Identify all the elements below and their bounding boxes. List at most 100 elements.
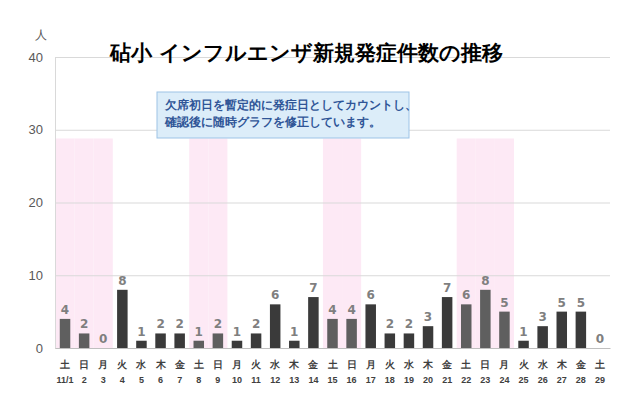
x-tick-label: 15 bbox=[327, 375, 337, 385]
bar bbox=[423, 326, 434, 348]
annotation-line: 確認後に随時グラフを修正しています。 bbox=[164, 115, 381, 129]
holiday-bands bbox=[55, 138, 514, 348]
data-label: 4 bbox=[347, 303, 355, 317]
bar bbox=[155, 333, 166, 348]
x-tick: 11/1 bbox=[57, 348, 74, 385]
x-tick: 15 bbox=[327, 348, 337, 385]
bar bbox=[537, 326, 548, 348]
bar bbox=[174, 333, 185, 348]
x-tick-label: 2 bbox=[82, 375, 87, 385]
data-label: 4 bbox=[61, 303, 69, 317]
y-tick: 20 bbox=[29, 195, 610, 210]
data-label: 1 bbox=[195, 325, 203, 339]
x-tick-label: 11 bbox=[251, 375, 261, 385]
weekday-label: 木 bbox=[155, 359, 167, 370]
holiday-band bbox=[495, 138, 514, 348]
weekday-label: 土 bbox=[594, 359, 605, 370]
weekday-label: 木 bbox=[422, 359, 434, 370]
x-tick-label: 16 bbox=[347, 375, 357, 385]
x-tick-label: 4 bbox=[120, 375, 125, 385]
grid-line bbox=[55, 348, 610, 349]
bar bbox=[308, 297, 319, 348]
weekday-label: 日 bbox=[213, 359, 223, 370]
x-tick: 13 bbox=[289, 348, 299, 385]
bar bbox=[480, 290, 491, 348]
x-tick-label: 3 bbox=[101, 375, 106, 385]
bar bbox=[404, 333, 415, 348]
data-label: 6 bbox=[462, 288, 470, 302]
weekday-label: 日 bbox=[79, 359, 89, 370]
x-tick: 17 bbox=[366, 348, 376, 385]
bar bbox=[595, 348, 606, 349]
holiday-band bbox=[189, 138, 208, 348]
weekday-label: 月 bbox=[365, 359, 376, 370]
y-tick-label: 40 bbox=[29, 50, 43, 65]
annotation-line: 欠席初日を暫定的に発症日としてカウントし、 bbox=[164, 98, 417, 112]
data-label: 2 bbox=[252, 317, 260, 331]
holiday-band bbox=[476, 138, 495, 348]
x-tick: 20 bbox=[423, 348, 433, 385]
x-tick-label: 14 bbox=[308, 375, 318, 385]
data-label: 1 bbox=[233, 325, 241, 339]
data-label: 8 bbox=[118, 274, 126, 288]
bar bbox=[385, 333, 396, 348]
x-tick-label: 19 bbox=[404, 375, 414, 385]
grid-line bbox=[55, 203, 610, 204]
bar bbox=[136, 341, 147, 348]
data-label: 3 bbox=[538, 310, 546, 324]
x-tick-label: 11/1 bbox=[57, 375, 74, 385]
bar bbox=[117, 290, 128, 348]
holiday-band bbox=[323, 138, 342, 348]
weekday-label: 土 bbox=[59, 359, 70, 370]
bar bbox=[327, 319, 338, 348]
x-tick: 23 bbox=[480, 348, 490, 385]
y-tick-label: 30 bbox=[29, 122, 43, 137]
bar bbox=[79, 333, 90, 348]
data-label: 1 bbox=[519, 325, 527, 339]
weekday-label: 金 bbox=[307, 359, 319, 370]
bar bbox=[442, 297, 453, 348]
x-tick-label: 18 bbox=[385, 375, 395, 385]
x-tick: 12 bbox=[270, 348, 280, 385]
bar bbox=[270, 304, 281, 348]
weekday-label: 火 bbox=[117, 359, 128, 370]
x-tick: 24 bbox=[499, 348, 509, 385]
grid-line bbox=[55, 275, 610, 276]
bar bbox=[499, 312, 510, 348]
background bbox=[0, 0, 640, 399]
y-tick-label: 20 bbox=[29, 195, 43, 210]
holiday-band bbox=[457, 138, 476, 348]
x-tick-label: 26 bbox=[538, 375, 548, 385]
data-label: 7 bbox=[443, 281, 451, 295]
annotation-text: 欠席初日を暫定的に発症日としてカウントし、確認後に随時グラフを修正しています。 bbox=[164, 98, 417, 129]
data-label: 7 bbox=[309, 281, 317, 295]
weekday-label: 金 bbox=[174, 359, 186, 370]
weekday-label: 水 bbox=[403, 359, 415, 370]
bar bbox=[251, 333, 262, 348]
x-tick: 28 bbox=[576, 348, 586, 385]
x-tick-label: 13 bbox=[289, 375, 299, 385]
weekday-label: 月 bbox=[498, 359, 509, 370]
data-label: 5 bbox=[558, 296, 566, 310]
bar bbox=[365, 304, 376, 348]
weekday-labels: 土日月火水木金土日月火水木金土日月火水木金土日月火水木金土 bbox=[59, 359, 605, 370]
annotation: 欠席初日を暫定的に発症日としてカウントし、確認後に随時グラフを修正しています。 bbox=[157, 92, 417, 138]
weekday-label: 土 bbox=[327, 359, 338, 370]
data-label: 0 bbox=[99, 332, 107, 346]
holiday-band bbox=[342, 138, 361, 348]
weekday-label: 木 bbox=[556, 359, 568, 370]
data-label: 6 bbox=[367, 288, 375, 302]
data-label: 2 bbox=[175, 317, 183, 331]
data-label: 4 bbox=[328, 303, 336, 317]
y-axis-line bbox=[56, 58, 611, 349]
weekday-label: 日 bbox=[347, 359, 357, 370]
chart: 01020304011/1234567891011121314151617181… bbox=[0, 0, 640, 399]
x-tick: 29 bbox=[595, 348, 605, 385]
weekday-label: 水 bbox=[269, 359, 281, 370]
title: 砧小 インフルエンザ新規発症件数の推移 bbox=[109, 41, 503, 65]
bar bbox=[518, 341, 529, 348]
weekday-label: 火 bbox=[251, 359, 262, 370]
x-tick: 21 bbox=[442, 348, 452, 385]
bar bbox=[557, 312, 568, 348]
weekday-label: 木 bbox=[288, 359, 300, 370]
